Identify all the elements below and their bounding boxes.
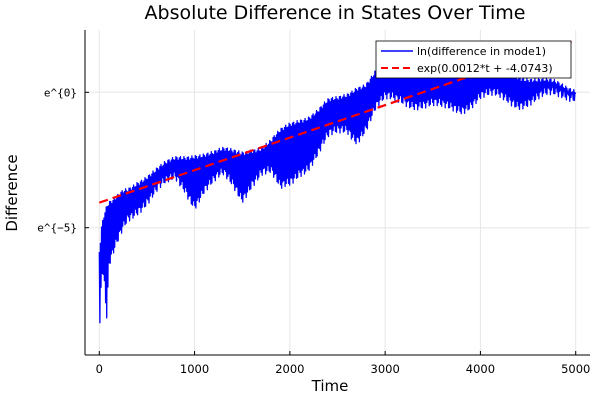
x-tick-label: 3000 [371,362,400,376]
x-tick-label: 1000 [180,362,209,376]
chart-title: Absolute Difference in States Over Time [145,2,526,24]
y-tick-label: e^{−5} [37,222,77,235]
y-axis-label: Difference [3,154,21,231]
legend-label-series-1: ln(difference in mode1) [417,45,546,58]
x-axis-label: Time [311,377,349,395]
tick-labels: 0 1000 2000 3000 4000 5000 e^{0} e^{−5} [37,86,590,376]
series-line-ln-difference [98,50,577,324]
plot-area [98,39,577,324]
x-tick-label: 5000 [561,362,590,376]
x-tick-label: 0 [96,362,103,376]
x-tick-label: 2000 [275,362,304,376]
legend: ln(difference in mode1) exp(0.0012*t + -… [375,40,572,79]
y-tick-label: e^{0} [44,86,77,99]
legend-box [375,40,572,79]
legend-label-series-2: exp(0.0012*t + -4.0743) [417,62,553,75]
axes [84,30,590,356]
x-tick-label: 4000 [466,362,495,376]
